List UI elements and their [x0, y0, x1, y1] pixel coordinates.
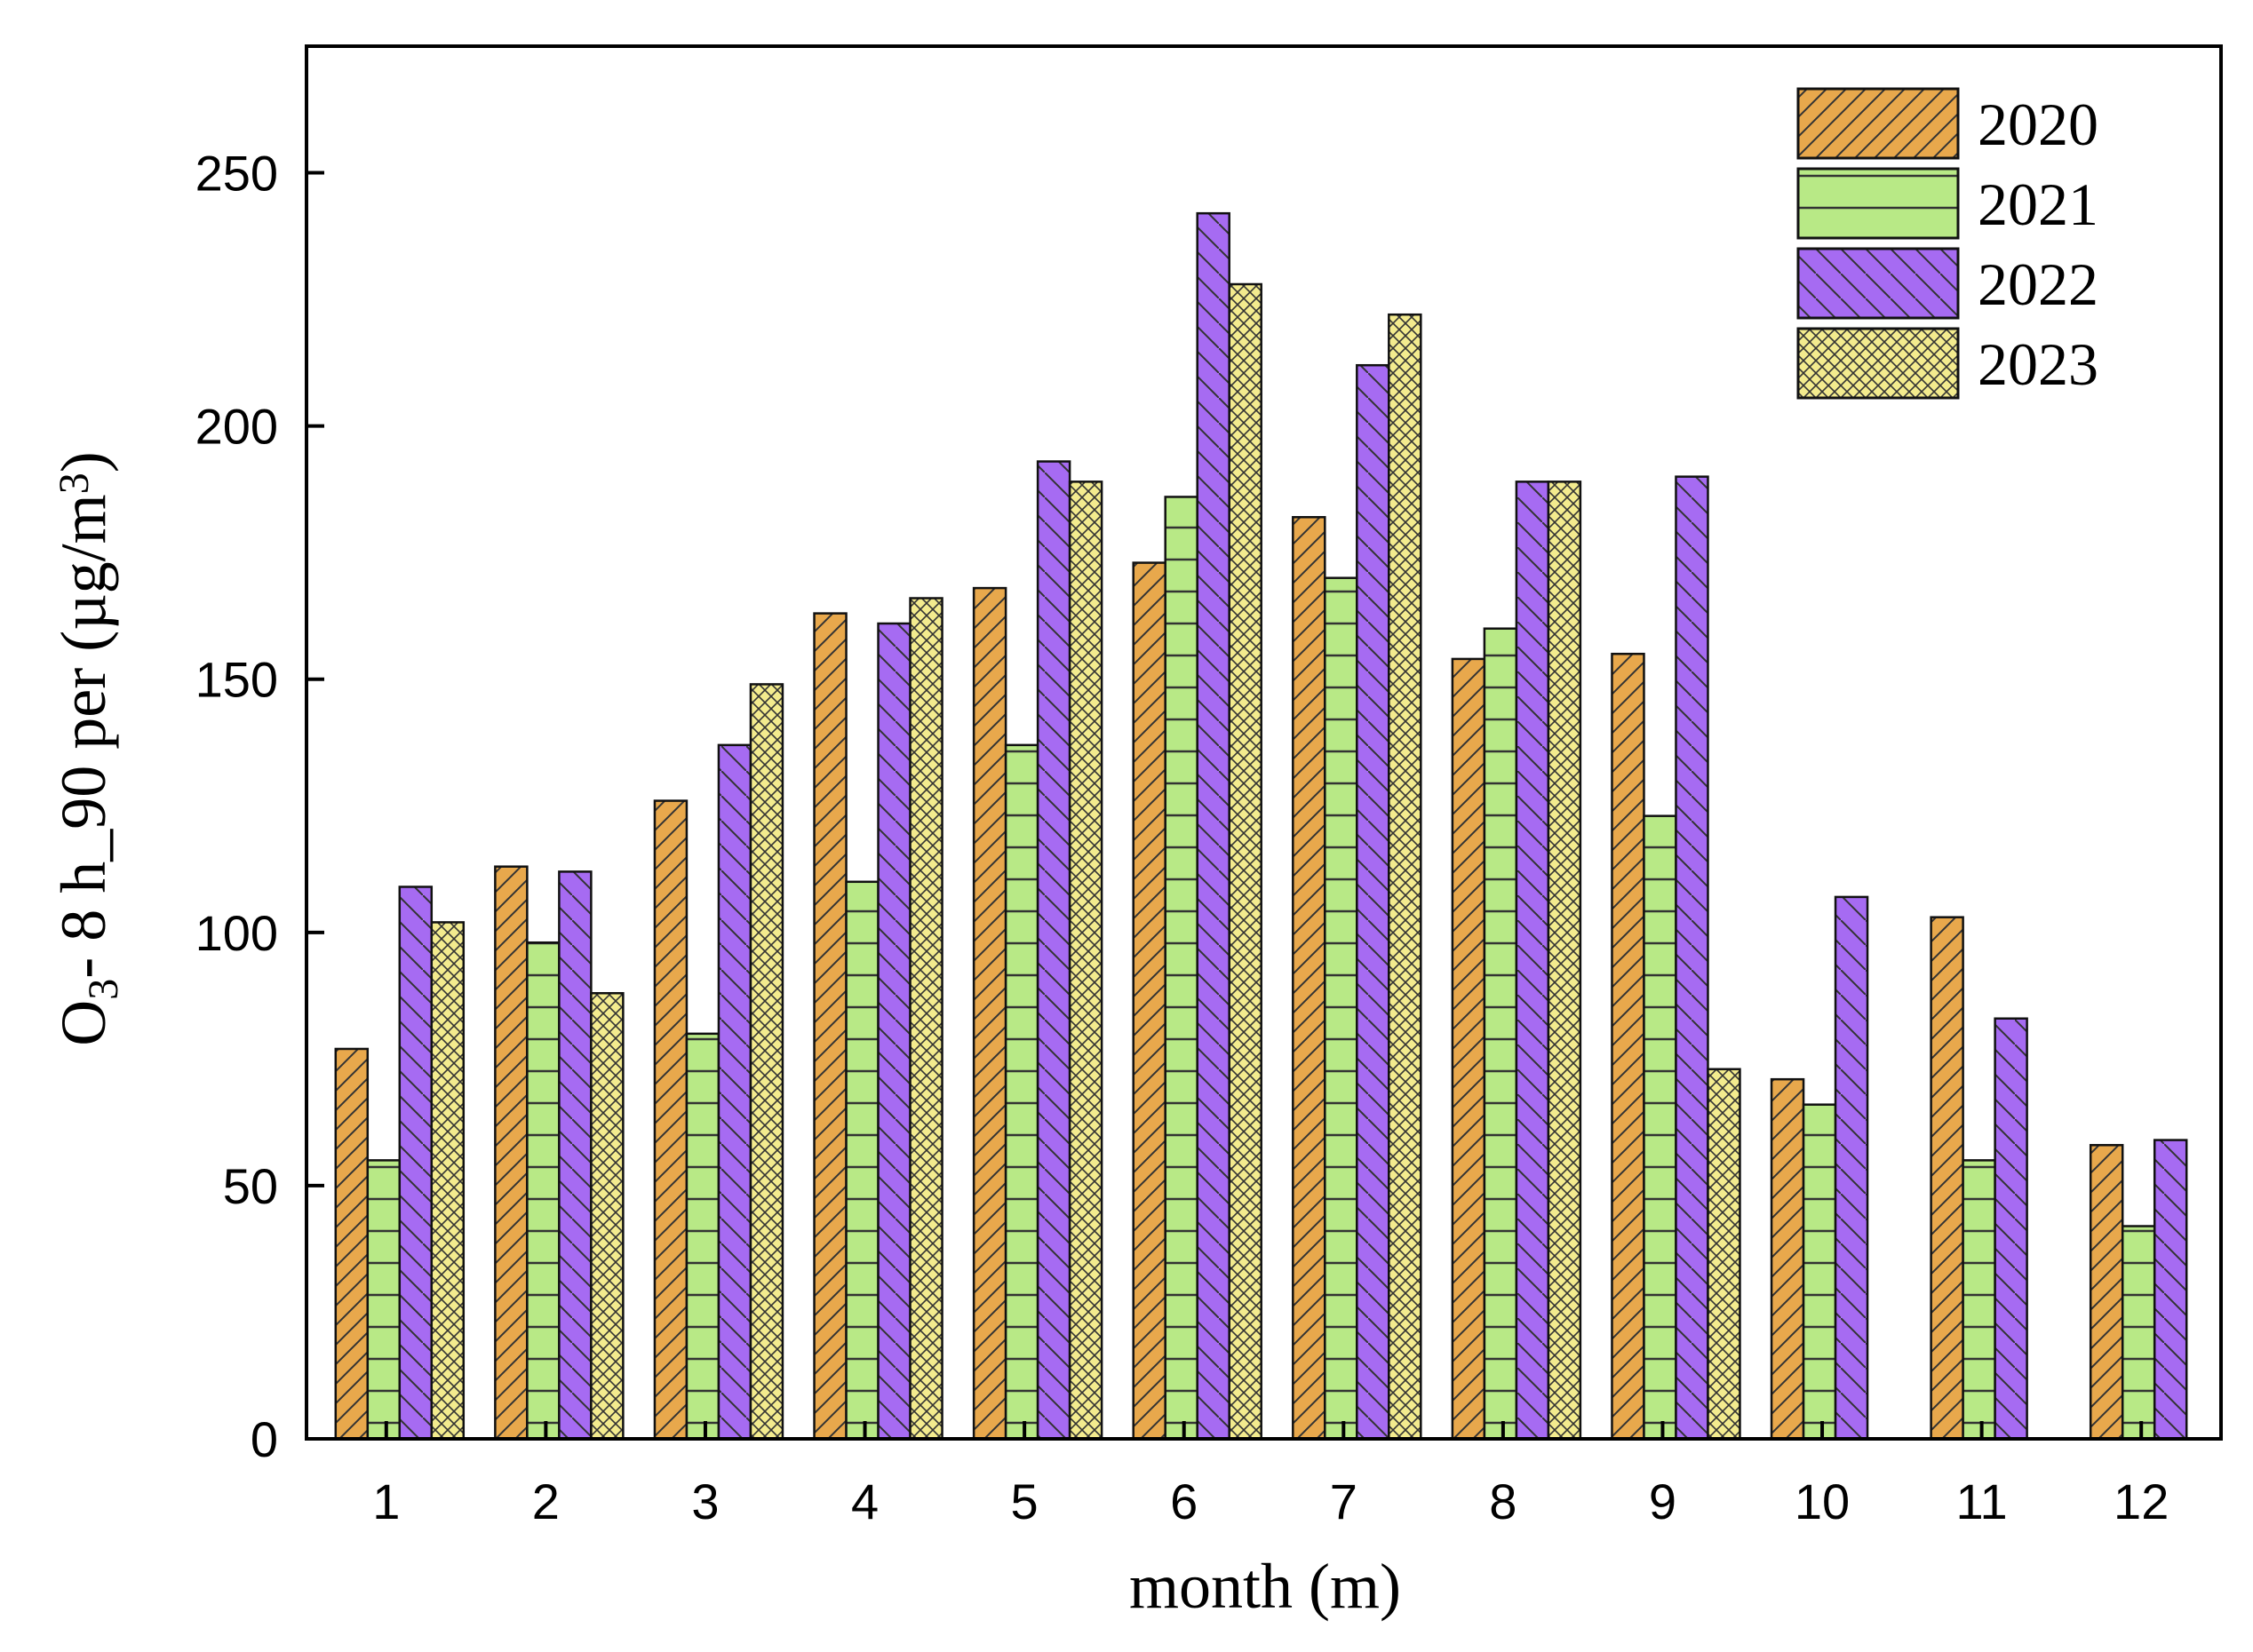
y-tick-label: 150: [195, 652, 278, 708]
bar-2022-month-6: [1196, 211, 1230, 1441]
bar-2022-month-5: [1036, 460, 1071, 1441]
bar-2021-month-9: [1643, 814, 1677, 1441]
bar-2023-month-6: [1228, 282, 1262, 1441]
legend-swatch-2021: [1796, 167, 1960, 240]
x-tick-label: 2: [532, 1473, 560, 1529]
x-tick-label: 6: [1170, 1473, 1198, 1529]
bar-2022-month-1: [398, 886, 434, 1441]
legend-swatch-2023: [1796, 327, 1960, 400]
bar-2023-month-4: [909, 597, 943, 1441]
legend-swatch-2020: [1796, 87, 1960, 160]
bar-2021-month-2: [526, 941, 561, 1441]
bar-2022-month-11: [1994, 1017, 2028, 1441]
x-tick-label: 7: [1330, 1473, 1357, 1529]
x-tick-label: 4: [851, 1473, 879, 1529]
x-tick-label: 1: [372, 1473, 400, 1529]
x-tick-label: 10: [1795, 1473, 1850, 1529]
bar-2021-month-1: [366, 1159, 402, 1441]
bar-2020-month-9: [1611, 652, 1645, 1441]
bar-2022-month-2: [558, 870, 593, 1441]
y-tick-label: 0: [251, 1411, 278, 1467]
y-tick-label: 200: [195, 399, 278, 455]
y-tick-label: 100: [195, 905, 278, 961]
bar-2023-month-5: [1068, 481, 1103, 1441]
y-axis-title-part: 3: [80, 979, 127, 1000]
bar-2023-month-8: [1547, 481, 1582, 1441]
bar-2020-month-7: [1292, 516, 1326, 1441]
bar-2021-month-12: [2121, 1225, 2156, 1441]
bar-2021-month-7: [1324, 576, 1358, 1441]
legend-label-2021: 2021: [1978, 171, 2098, 238]
legend-label-2023: 2023: [1978, 330, 2098, 398]
bar-2022-month-7: [1356, 363, 1390, 1441]
bar-2022-month-9: [1675, 475, 1709, 1441]
bar-2021-month-10: [1802, 1103, 1837, 1441]
x-tick-label: 11: [1956, 1473, 2008, 1529]
bar-2021-month-11: [1962, 1159, 1996, 1441]
bar-2023-month-9: [1707, 1068, 1741, 1441]
plot-frame: [305, 44, 2223, 1441]
bar-2020-month-8: [1451, 657, 1486, 1441]
bar-2020-month-11: [1930, 916, 1964, 1441]
bar-2023-month-1: [430, 921, 466, 1441]
bar-2020-month-6: [1132, 561, 1166, 1441]
legend-swatch-2022: [1796, 247, 1960, 320]
x-tick-label: 3: [691, 1473, 719, 1529]
bar-2023-month-2: [590, 991, 625, 1441]
bar-2021-month-4: [845, 880, 880, 1441]
x-tick-label: 9: [1649, 1473, 1676, 1529]
y-axis-title-part: 3: [51, 473, 98, 494]
bars-layer: [334, 211, 2188, 1441]
legend-label-2022: 2022: [1978, 250, 2098, 318]
legend: 2020 2021 2022 2023: [1796, 87, 2098, 400]
bar-2022-month-12: [2153, 1139, 2188, 1441]
legend-label-2020: 2020: [1978, 91, 2098, 158]
bar-2020-month-4: [813, 612, 848, 1441]
y-tick-label: 250: [195, 146, 278, 202]
bar-2022-month-8: [1515, 481, 1550, 1441]
bar-2023-month-7: [1388, 313, 1422, 1441]
bar-2020-month-1: [334, 1047, 370, 1441]
x-tick-label: 8: [1489, 1473, 1517, 1529]
bar-2020-month-5: [972, 586, 1007, 1441]
bar-2021-month-8: [1483, 627, 1518, 1441]
bar-2021-month-6: [1164, 496, 1198, 1441]
y-axis-title: O3- 8 h_90 per (µg/m3): [48, 451, 127, 1045]
bar-2022-month-3: [717, 743, 752, 1441]
bar-2023-month-3: [749, 683, 784, 1441]
bar-2022-month-4: [877, 622, 912, 1441]
bar-2022-month-10: [1834, 895, 1869, 1441]
bar-2021-month-5: [1004, 743, 1039, 1441]
bar-2021-month-3: [685, 1032, 720, 1441]
x-tick-label: 5: [1011, 1473, 1039, 1529]
bar-2020-month-10: [1770, 1077, 1805, 1441]
y-axis-title-part: ): [48, 451, 119, 473]
bar-2020-month-12: [2089, 1144, 2124, 1441]
x-tick-label: 12: [2114, 1473, 2169, 1529]
bar-2020-month-2: [494, 865, 529, 1441]
y-tick-label: 50: [223, 1158, 278, 1214]
y-axis-title-part: - 8 h_90 per (µg/m: [48, 494, 119, 978]
bar-2020-month-3: [653, 799, 689, 1441]
y-axis-title-part: O: [48, 1000, 119, 1046]
x-axis-title: month (m): [1129, 1551, 1401, 1622]
